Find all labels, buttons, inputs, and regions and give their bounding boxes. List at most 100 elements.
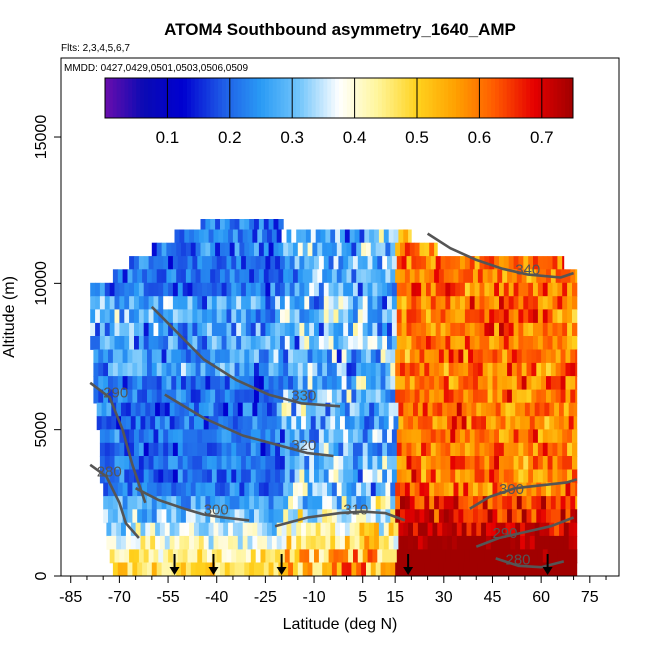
colorbar-tick-label: 0.4 xyxy=(343,128,367,147)
heatmap-cell xyxy=(177,456,184,470)
heatmap-cell xyxy=(200,349,206,364)
heatmap-cell xyxy=(142,349,148,364)
heatmap-cell xyxy=(187,442,193,457)
heatmap-cell xyxy=(513,549,519,564)
heatmap-cell xyxy=(411,296,417,311)
heatmap-cell xyxy=(245,442,252,457)
heatmap-cell xyxy=(557,296,563,311)
heatmap-cell xyxy=(426,456,432,470)
heatmap-cell xyxy=(153,336,159,350)
x-tick-label: 5 xyxy=(358,589,367,606)
heatmap-cell xyxy=(366,496,372,510)
heatmap-cell xyxy=(557,456,563,470)
heatmap-cell xyxy=(528,296,534,311)
heatmap-cell xyxy=(395,482,401,497)
heatmap-cell xyxy=(218,522,224,537)
heatmap-cell xyxy=(236,336,242,350)
heatmap-cell xyxy=(293,376,299,390)
heatmap-cell xyxy=(200,219,206,233)
colorbar-swatch xyxy=(276,78,281,118)
heatmap-cell xyxy=(309,442,315,457)
heatmap-cell xyxy=(210,376,216,390)
heatmap-cell xyxy=(132,482,138,497)
heatmap-cell xyxy=(552,429,558,444)
heatmap-cell xyxy=(156,349,162,364)
heatmap-cell xyxy=(184,402,190,417)
heatmap-cell xyxy=(275,469,281,484)
heatmap-cell xyxy=(132,509,138,524)
colorbar-swatch xyxy=(159,78,164,118)
heatmap-cell xyxy=(260,256,266,270)
heatmap-cell xyxy=(338,256,344,270)
colorbar-swatch xyxy=(346,78,352,118)
heatmap-cell xyxy=(401,282,407,297)
heatmap-cell xyxy=(200,362,206,377)
heatmap-cell xyxy=(370,482,377,497)
heatmap-cell xyxy=(400,349,406,364)
heatmap-cell xyxy=(450,469,456,484)
heatmap-cell xyxy=(450,296,456,311)
heatmap-cell xyxy=(161,242,167,257)
heatmap-cell xyxy=(241,296,247,311)
heatmap-cell xyxy=(322,389,328,404)
heatmap-cell xyxy=(351,389,357,404)
heatmap-cell xyxy=(378,402,385,417)
heatmap-cell xyxy=(114,442,120,457)
heatmap-cell xyxy=(211,442,218,457)
heatmap-cell xyxy=(226,296,232,311)
heatmap-cell xyxy=(383,522,390,537)
colorbar-swatch xyxy=(530,78,535,118)
heatmap-cell xyxy=(327,389,333,404)
heatmap-cell xyxy=(550,389,557,404)
heatmap-cell xyxy=(273,219,279,233)
heatmap-cell xyxy=(518,296,524,311)
heatmap-cell xyxy=(181,376,187,390)
heatmap-cell xyxy=(468,389,474,404)
heatmap-cell xyxy=(516,562,523,576)
heatmap-cell xyxy=(194,402,200,417)
heatmap-cell xyxy=(523,309,529,324)
colorbar-swatch xyxy=(214,78,219,118)
heatmap-cell xyxy=(104,322,111,337)
heatmap-cell xyxy=(438,562,445,576)
heatmap-cell xyxy=(176,376,182,390)
heatmap-cell xyxy=(482,562,488,576)
x-tick-label: 60 xyxy=(532,589,550,606)
heatmap-cell xyxy=(331,389,338,404)
heatmap-cell xyxy=(477,349,484,364)
heatmap-cell xyxy=(445,296,451,311)
heatmap-cell xyxy=(103,376,109,390)
heatmap-cell xyxy=(138,296,145,311)
heatmap-cell xyxy=(557,309,563,324)
heatmap-cell xyxy=(554,522,560,537)
heatmap-cell xyxy=(187,549,193,564)
heatmap-cell xyxy=(258,496,265,510)
heatmap-cell xyxy=(427,522,433,537)
heatmap-cell xyxy=(482,482,488,497)
heatmap-cell xyxy=(323,282,330,297)
heatmap-cell xyxy=(346,389,352,404)
heatmap-cell xyxy=(124,469,130,484)
heatmap-cell xyxy=(252,522,258,537)
heatmap-cell xyxy=(520,402,526,417)
contour-label-300: 300 xyxy=(204,502,229,519)
heatmap-cell xyxy=(132,376,138,390)
heatmap-cell xyxy=(181,496,187,510)
heatmap-cell xyxy=(307,389,313,404)
heatmap-cell xyxy=(528,322,534,337)
heatmap-cell xyxy=(229,349,235,364)
heatmap-cell xyxy=(314,429,320,444)
heatmap-cell xyxy=(108,376,114,390)
heatmap-cell xyxy=(424,509,430,524)
y-tick-label: 10000 xyxy=(33,261,50,306)
heatmap-cell xyxy=(114,296,120,311)
heatmap-cell xyxy=(570,269,576,284)
heatmap-cell xyxy=(134,296,140,311)
heatmap-cell xyxy=(499,336,505,350)
heatmap-cell xyxy=(552,442,558,457)
heatmap-cell xyxy=(503,456,510,470)
heatmap-cell xyxy=(505,402,511,417)
heatmap-cell xyxy=(406,442,412,457)
heatmap-cell xyxy=(508,549,514,564)
heatmap-cell xyxy=(460,429,466,444)
